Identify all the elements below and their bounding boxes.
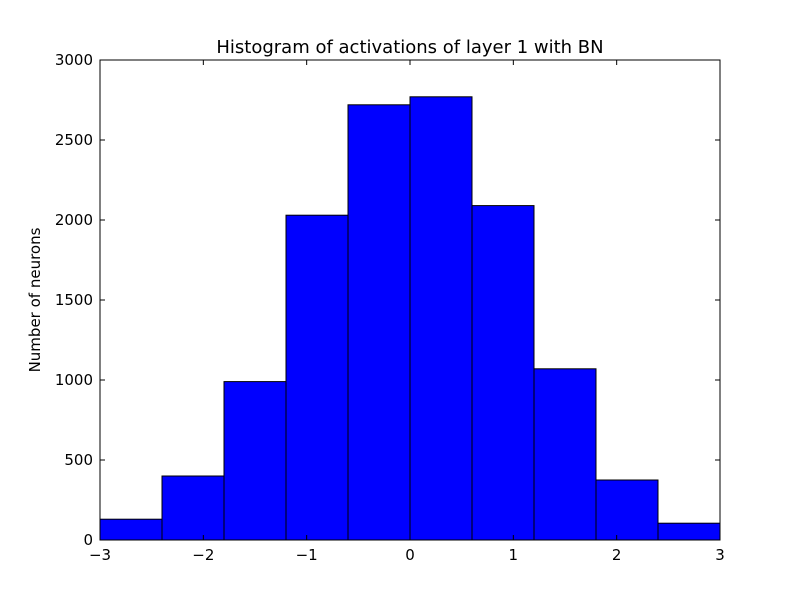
chart-title: Histogram of activations of layer 1 with… bbox=[216, 37, 603, 58]
x-tick-label: −3 bbox=[89, 546, 111, 564]
x-tick-label: 0 bbox=[405, 546, 415, 564]
y-tick-label: 3000 bbox=[55, 51, 93, 69]
histogram-bar bbox=[347, 104, 411, 541]
y-tick-label: 2000 bbox=[55, 211, 93, 229]
y-tick-label: 500 bbox=[64, 451, 93, 469]
histogram-bar bbox=[99, 518, 163, 541]
ticks-group: −3 −2 −1 0 1 2 3 0 500 1000 1500 2000 2500 3000 bbox=[55, 51, 725, 564]
histogram-bar bbox=[471, 205, 535, 541]
x-tick-label: 1 bbox=[509, 546, 519, 564]
histogram-bar bbox=[285, 214, 349, 541]
x-tick-label: −1 bbox=[296, 546, 318, 564]
x-tick-label: 2 bbox=[612, 546, 622, 564]
x-tick-label: 3 bbox=[715, 546, 725, 564]
histogram-bar bbox=[409, 96, 473, 541]
y-tick-label: 1000 bbox=[55, 371, 93, 389]
histogram-bar bbox=[223, 381, 287, 541]
x-tick-label: −2 bbox=[192, 546, 214, 564]
plot-frame bbox=[99, 59, 721, 541]
y-tick-label: 1500 bbox=[55, 291, 93, 309]
y-axis-label: Number of neurons bbox=[26, 227, 44, 372]
histogram-bar bbox=[595, 479, 659, 541]
y-tick-label: 2500 bbox=[55, 131, 93, 149]
bars-group bbox=[99, 96, 721, 541]
histogram-bar bbox=[161, 475, 225, 541]
histogram-bar bbox=[533, 368, 597, 541]
histogram-bar bbox=[657, 522, 721, 541]
y-tick-label: 0 bbox=[83, 531, 93, 549]
